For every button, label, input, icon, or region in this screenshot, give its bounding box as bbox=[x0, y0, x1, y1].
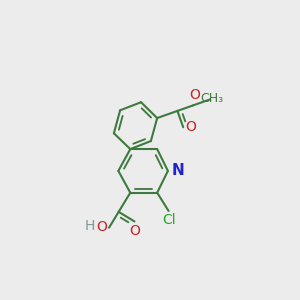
Text: O: O bbox=[129, 224, 140, 239]
Text: Cl: Cl bbox=[162, 213, 176, 227]
Text: O: O bbox=[186, 120, 196, 134]
Text: O: O bbox=[189, 88, 200, 102]
Text: N: N bbox=[172, 164, 184, 178]
Text: O: O bbox=[97, 220, 108, 234]
Text: CH₃: CH₃ bbox=[200, 92, 224, 105]
Text: H: H bbox=[84, 219, 95, 233]
